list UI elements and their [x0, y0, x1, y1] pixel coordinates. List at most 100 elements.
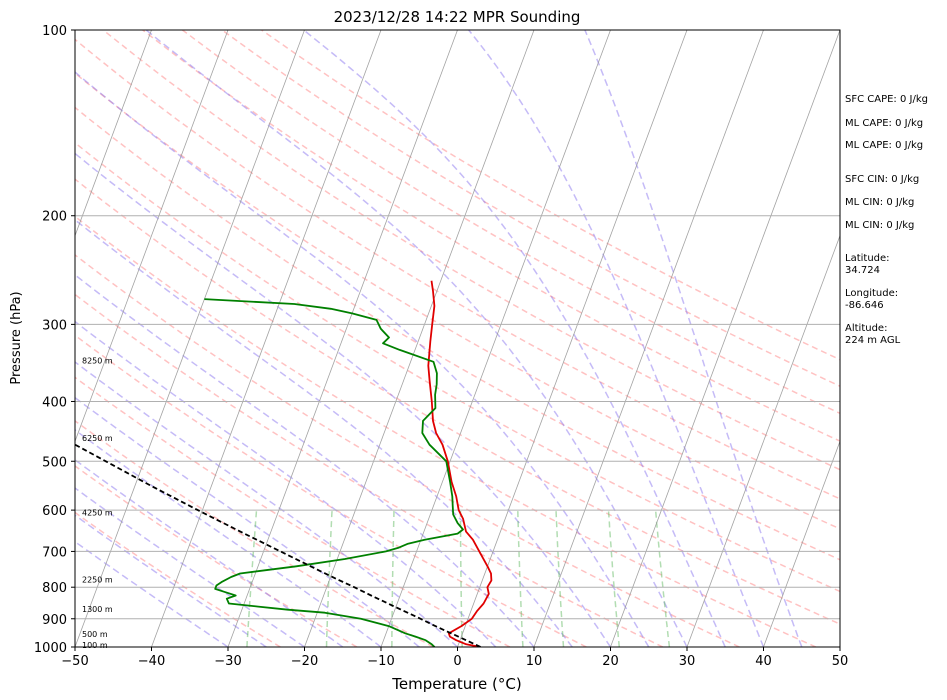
dry-adiabat — [75, 178, 840, 625]
x-tick-label: 40 — [755, 654, 772, 669]
mixing-ratio-line — [246, 510, 258, 647]
dry-adiabat — [221, 30, 840, 388]
x-axis-ticks: −50 −40 −30 −20 −10 0 10 20 30 40 50 — [61, 647, 848, 669]
y-tick-label: 100 — [42, 24, 67, 39]
pressure-gridlines — [75, 30, 840, 647]
isotherm — [686, 234, 840, 647]
annotation-text: 224 m AGL — [845, 335, 901, 346]
moist-adiabat — [75, 71, 650, 647]
dry-adiabat — [75, 215, 817, 647]
y-tick-label: 800 — [42, 581, 67, 596]
y-axis-ticks: 100 200 300 400 500 600 700 800 900 1000 — [34, 24, 75, 656]
annotation-text: ML CAPE: 0 J/kg — [845, 140, 923, 151]
moist-adiabat — [75, 218, 573, 647]
isotherm — [75, 30, 229, 443]
parcel-line — [75, 443, 481, 647]
x-tick-label: 50 — [832, 654, 849, 669]
height-label: 2250 m — [82, 576, 113, 585]
series-layer — [75, 280, 493, 647]
dry-adiabat — [75, 511, 281, 647]
height-label: 1300 m — [82, 605, 113, 614]
isotherm — [610, 30, 840, 647]
moist-adiabat — [75, 273, 535, 647]
height-label: 6250 m — [82, 434, 113, 443]
x-tick-label: −40 — [138, 654, 165, 669]
moist-adiabat — [75, 540, 229, 647]
annotations: SFC CAPE: 0 J/kg ML CAPE: 0 J/kg ML CAPE: … — [845, 94, 928, 346]
annotation-text: 34.724 — [845, 265, 880, 276]
isotherm — [533, 30, 764, 647]
y-tick-label: 200 — [42, 210, 67, 225]
isotherm — [457, 30, 688, 647]
moist-adiabat — [468, 30, 765, 647]
x-tick-label: 20 — [602, 654, 619, 669]
height-label: 500 m — [82, 630, 108, 639]
background-lines — [75, 30, 840, 647]
moist-adiabat — [75, 320, 497, 647]
isotherm — [75, 30, 152, 237]
height-label: 4250 m — [82, 508, 113, 517]
x-axis-label: Temperature (°C) — [391, 675, 521, 693]
dry-adiabat — [75, 72, 840, 530]
x-tick-label: 10 — [526, 654, 543, 669]
height-label: 8250 m — [82, 356, 113, 365]
height-labels: 100 m 500 m 1300 m 2250 m 4250 m 6250 m 8250 m — [82, 356, 113, 650]
moist-adiabat — [145, 30, 688, 647]
annotation-text: ML CAPE: 0 J/kg — [845, 118, 923, 129]
moist-adiabat — [75, 361, 458, 647]
mixing-ratio-line — [607, 510, 621, 647]
annotation-text: -86.646 — [845, 300, 884, 311]
dry-adiabat — [75, 106, 840, 561]
moist-adiabat — [75, 396, 420, 647]
x-tick-label: −20 — [291, 654, 318, 669]
isotherm — [75, 30, 305, 647]
dry-adiabat — [75, 38, 840, 500]
moist-adiabat — [75, 458, 344, 647]
y-axis-label: Pressure (hPa) — [9, 291, 24, 384]
annotation-text: Latitude: — [845, 253, 890, 264]
annotation-text: SFC CAPE: 0 J/kg — [845, 94, 928, 105]
x-tick-label: −30 — [214, 654, 241, 669]
y-tick-label: 700 — [42, 545, 67, 560]
annotation-text: Longitude: — [845, 288, 898, 299]
annotation-text: Altitude: — [845, 323, 887, 334]
dewpoint-line — [204, 298, 464, 647]
isotherm — [304, 30, 535, 647]
moist-adiabat — [584, 30, 803, 647]
temperature-line — [427, 280, 493, 647]
x-tick-label: −50 — [61, 654, 88, 669]
moist-adiabat — [75, 514, 267, 647]
x-tick-label: −10 — [367, 654, 394, 669]
y-tick-label: 900 — [42, 613, 67, 628]
y-tick-label: 600 — [42, 504, 67, 519]
dry-adiabat — [75, 376, 511, 647]
dry-adiabat — [181, 30, 840, 415]
annotation-text: ML CIN: 0 J/kg — [845, 220, 914, 231]
annotation-text: ML CIN: 0 J/kg — [845, 197, 914, 208]
annotation-text: SFC CIN: 0 J/kg — [845, 174, 919, 185]
isotherm — [763, 440, 840, 647]
isotherm — [227, 30, 458, 647]
moist-adiabat — [303, 30, 726, 647]
y-tick-label: 400 — [42, 395, 67, 410]
y-tick-label: 500 — [42, 455, 67, 470]
isotherm — [151, 30, 382, 647]
moist-adiabat — [75, 487, 305, 647]
dry-adiabat — [75, 334, 587, 647]
isotherm — [380, 30, 611, 647]
dry-adiabat — [75, 254, 740, 647]
chart-title: 2023/12/28 14:22 MPR Sounding — [334, 8, 581, 26]
dry-adiabat — [75, 141, 840, 593]
x-tick-label: 0 — [453, 654, 461, 669]
mixing-ratio-line — [517, 510, 524, 647]
dry-adiabat — [75, 293, 664, 647]
dry-adiabat — [102, 30, 840, 471]
moist-adiabat — [75, 428, 382, 647]
y-tick-label: 1000 — [34, 641, 67, 656]
dry-adiabat — [75, 465, 358, 647]
x-tick-label: 30 — [679, 654, 696, 669]
height-label: 100 m — [82, 641, 108, 650]
y-tick-label: 300 — [42, 318, 67, 333]
moist-adiabat — [75, 152, 612, 647]
